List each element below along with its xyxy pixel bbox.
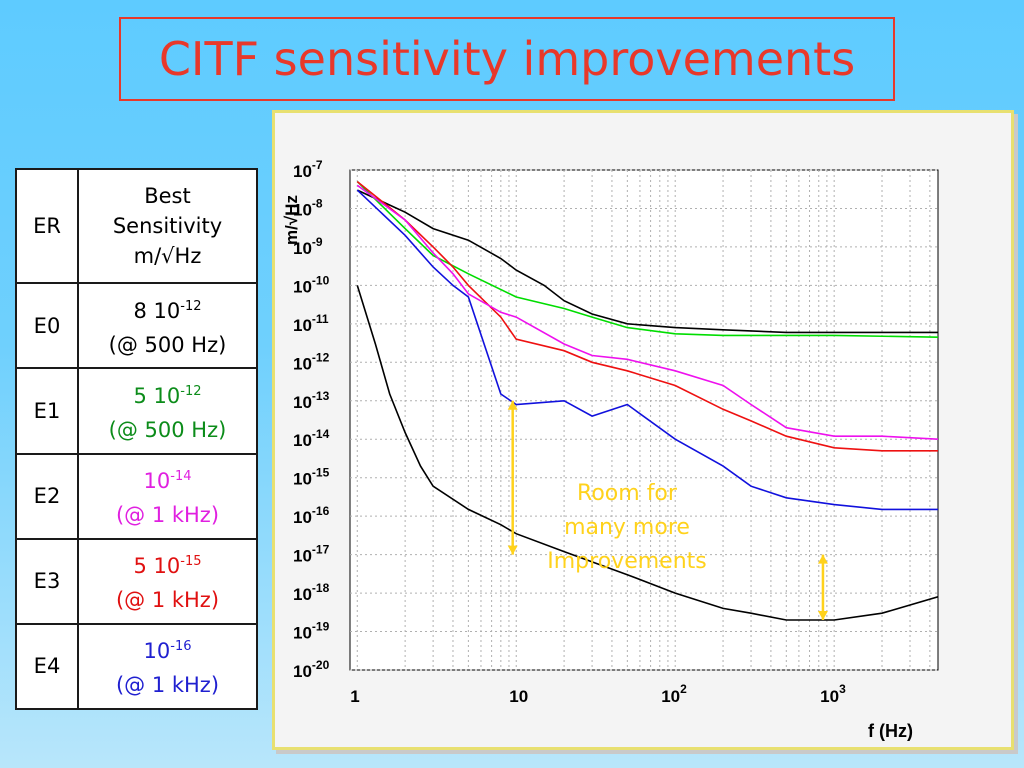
arrow-head [817,610,828,620]
y-tick-label: 10-10 [293,273,330,296]
y-tick-label: 10-19 [293,620,330,643]
series-line [356,181,938,338]
sensitivity-exponent: -12 [180,383,202,399]
x-tick-label: 10 [509,687,528,706]
arrow-head [817,554,828,564]
er-cell: E3 [15,537,79,625]
table-row: E2 10-14 (@ 1 kHz) [15,452,258,540]
sensitivity-note: (@ 1 kHz) [115,673,220,698]
series-line [356,184,938,440]
table-header-row: ER Best Sensitivity m/√Hz [15,167,258,285]
sensitivity-cell: 5 10-15 (@ 1 kHz) [77,537,258,625]
sensitivity-value: 10-14 [143,469,192,494]
annotation-text: Room for [577,481,678,506]
x-axis-label: f (Hz) [868,721,913,741]
y-tick-label: 10-17 [293,543,330,566]
arrow-head [507,545,518,555]
sensitivity-cell: 5 10-12 (@ 500 Hz) [77,367,258,455]
sensitivity-exponent: -16 [170,639,192,655]
series-line [356,180,938,452]
er-cell: E0 [15,282,79,370]
series-line [356,189,938,334]
annotation-text: many more [564,515,690,540]
sensitivity-table: ER Best Sensitivity m/√Hz E0 8 10-12 (@ 50… [15,167,258,711]
sensitivity-note: (@ 500 Hz) [108,417,227,442]
header-line: m/√Hz [133,244,202,269]
table-row: E3 5 10-15 (@ 1 kHz) [15,537,258,625]
y-tick-label: 10-12 [293,350,330,373]
header-line: Sensitivity [112,214,223,239]
x-tick-label: 1 [350,687,359,706]
table-row: E1 5 10-12 (@ 500 Hz) [15,367,258,455]
er-cell: E4 [15,622,79,711]
sensitivity-value: 5 10-15 [133,554,202,579]
sensitivity-exponent: -15 [180,554,202,570]
y-tick-label: 10-11 [293,312,329,335]
sensitivity-cell: 10-16 (@ 1 kHz) [77,622,258,711]
sensitivity-value: 8 10-12 [133,298,202,323]
table-row: E0 8 10-12 (@ 500 Hz) [15,282,258,370]
page-title: CITF sensitivity improvements [158,32,856,86]
series-line [356,189,938,511]
x-tick-label: 103 [820,682,846,706]
sensitivity-cell: 10-14 (@ 1 kHz) [77,452,258,540]
series-line [356,285,938,621]
er-cell: E1 [15,367,79,455]
header-line: Best [144,184,191,209]
annotation-text: Improvements [547,549,706,574]
header-best-sensitivity: Best Sensitivity m/√Hz [77,167,258,285]
sensitivity-exponent: -14 [170,469,192,485]
sensitivity-note: (@ 1 kHz) [115,588,220,613]
y-tick-label: 10-7 [293,158,323,181]
arrow-head [507,400,518,410]
sensitivity-note: (@ 500 Hz) [108,332,227,357]
y-tick-label: 10-18 [293,581,330,604]
y-tick-label: 10-13 [293,389,330,412]
y-axis-label: m/√Hz [282,195,301,245]
sensitivity-value: 5 10-12 [133,383,202,408]
y-tick-label: 10-16 [293,504,330,527]
sensitivity-exponent: -12 [180,298,202,314]
sensitivity-note: (@ 1 kHz) [115,503,220,528]
y-tick-label: 10-20 [293,658,330,681]
sensitivity-cell: 8 10-12 (@ 500 Hz) [77,282,258,370]
table-row: E4 10-16 (@ 1 kHz) [15,622,258,711]
y-tick-label: 10-14 [293,427,330,450]
x-tick-label: 102 [661,682,687,706]
sensitivity-value: 10-16 [143,639,192,664]
title-box: CITF sensitivity improvements [119,17,895,101]
er-cell: E2 [15,452,79,540]
y-tick-label: 10-15 [293,466,330,489]
header-er: ER [15,167,79,285]
plot-area [349,169,939,671]
